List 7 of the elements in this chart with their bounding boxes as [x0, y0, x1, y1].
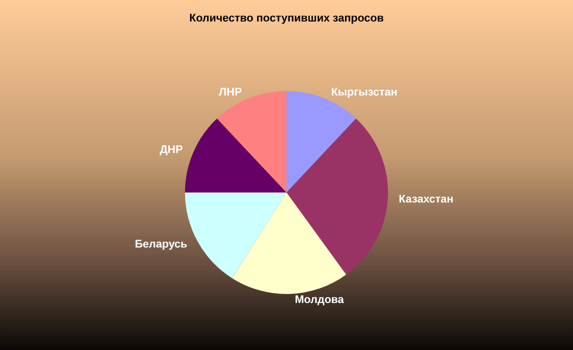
slice-label: Кыргызстан	[331, 86, 398, 99]
slice-label: Молдова	[294, 294, 345, 306]
slice-label: Казахстан	[398, 193, 454, 206]
slice-label: ДНР	[160, 144, 183, 156]
chart-title: Количество поступивших запросов	[189, 12, 384, 24]
slice-label: ЛНР	[218, 86, 242, 99]
slice-label: Беларусь	[134, 238, 188, 250]
